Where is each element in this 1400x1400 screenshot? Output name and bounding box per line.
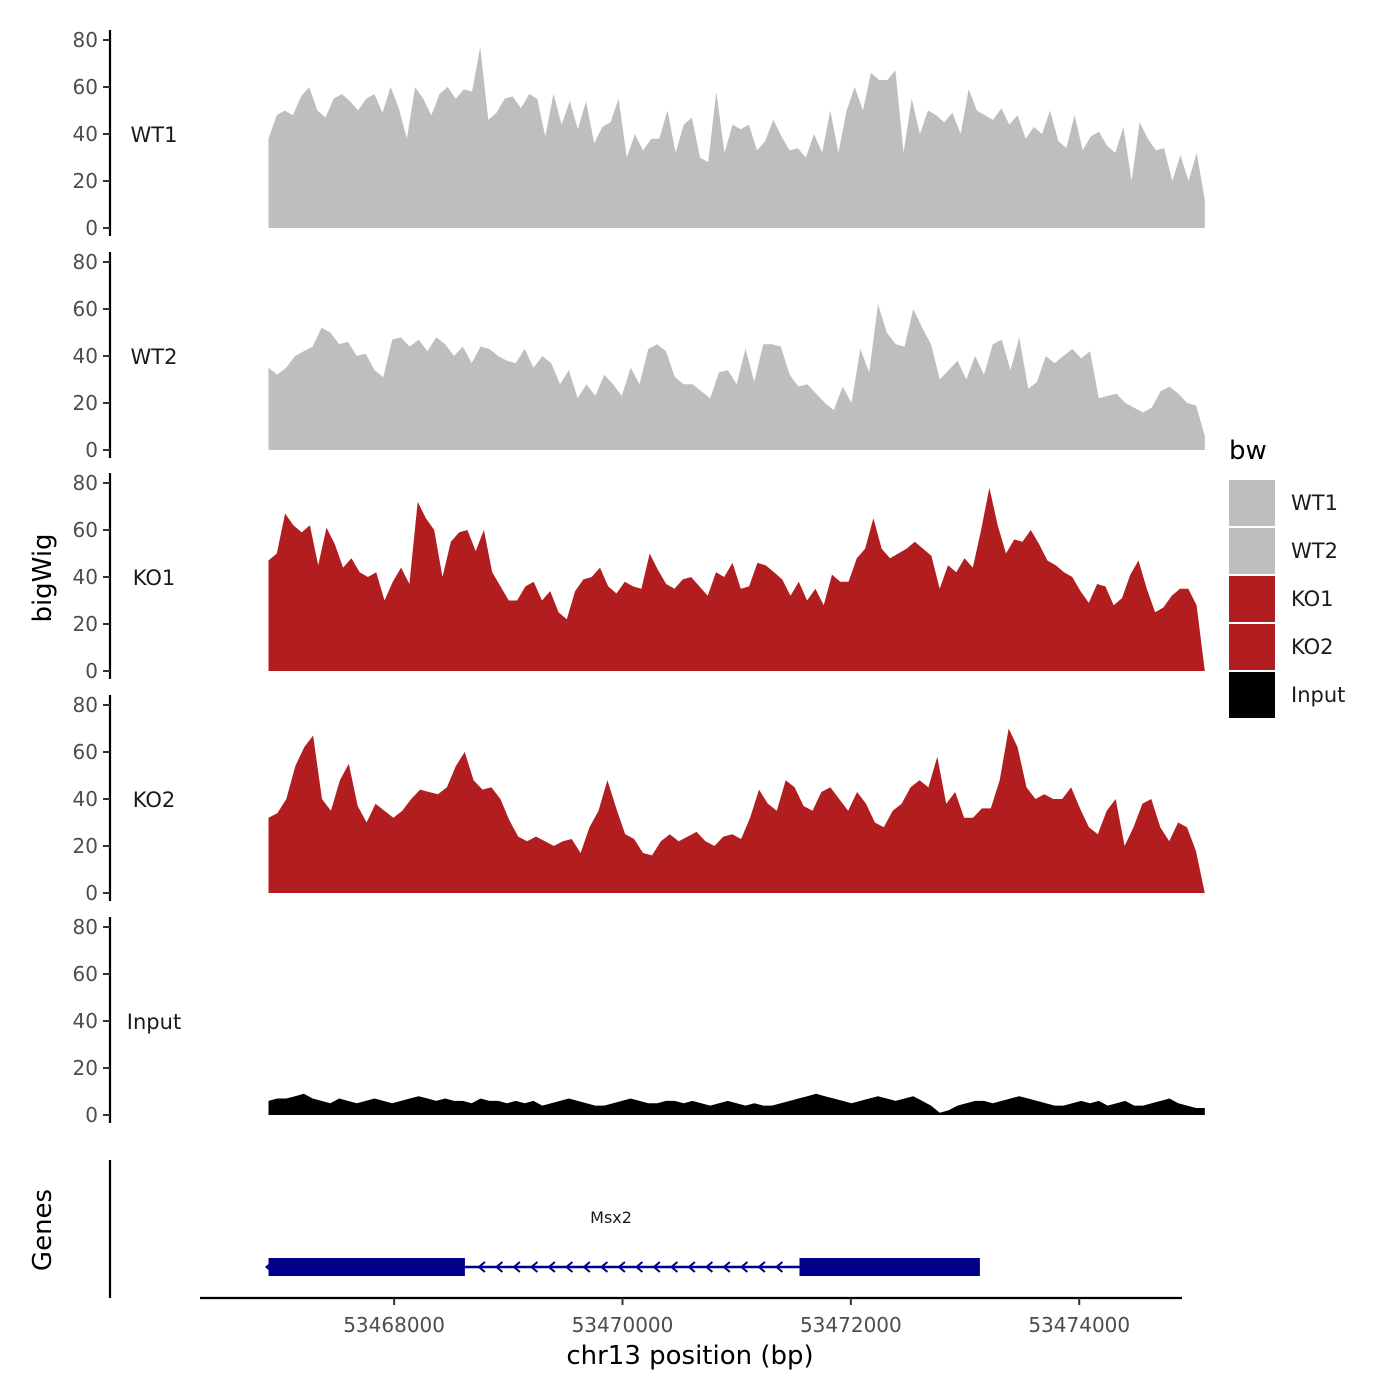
gene-name-label: Msx2: [590, 1208, 632, 1227]
y-tick-label: 0: [85, 881, 98, 905]
x-axis: 53468000 53470000 53472000 53474000: [200, 1296, 1182, 1337]
legend-swatch: [1229, 672, 1275, 718]
coverage-area-ko2: [268, 728, 1205, 893]
legend-label: WT1: [1291, 491, 1338, 515]
gene-exon: [268, 1258, 465, 1276]
legend-swatch: [1229, 576, 1275, 622]
y-tick-label: 20: [73, 169, 98, 193]
legend-swatch: [1229, 624, 1275, 670]
gene-exon: [799, 1258, 980, 1276]
strand-arrow: [529, 1261, 539, 1273]
strand-arrow: [687, 1261, 696, 1273]
y-tick-label: 40: [73, 344, 98, 368]
y-tick-label: 60: [73, 740, 98, 764]
track-wt1: 0 20 40 60 80 WT1: [73, 28, 1205, 240]
track-label: KO1: [133, 566, 176, 590]
strand-arrow: [652, 1261, 661, 1273]
legend-entry-ko2: KO2: [1229, 624, 1334, 670]
y-tick-label: 40: [73, 1009, 98, 1033]
strand-arrow: [564, 1261, 574, 1273]
y-axis-title: bigWig: [28, 533, 58, 622]
y-tick-label: 60: [73, 297, 98, 321]
coverage-area-input: [268, 1093, 1205, 1115]
strand-arrow: [757, 1261, 766, 1273]
y-tick-label: 80: [73, 915, 98, 939]
y-tick-label: 40: [73, 122, 98, 146]
legend-entry-wt1: WT1: [1229, 480, 1338, 526]
legend-entry-ko1: KO1: [1229, 576, 1334, 622]
legend-label: KO2: [1291, 635, 1334, 659]
strand-arrow: [582, 1261, 591, 1273]
legend-entry-input: Input: [1229, 672, 1345, 718]
y-tick-label: 20: [73, 612, 98, 636]
legend-entry-wt2: WT2: [1229, 528, 1338, 574]
legend-label: KO1: [1291, 587, 1334, 611]
legend-swatch: [1229, 528, 1275, 574]
y-tick-label: 80: [73, 28, 98, 52]
coverage-area-wt1: [268, 47, 1205, 228]
legend-title: bw: [1229, 436, 1267, 466]
y-tick-label: 20: [73, 834, 98, 858]
y-tick-label: 20: [73, 391, 98, 415]
strand-arrow: [739, 1261, 749, 1273]
y-tick-label: 60: [73, 518, 98, 542]
strand-arrow: [512, 1261, 521, 1273]
y-tick-label: 40: [73, 565, 98, 589]
y-tick-label: 0: [85, 216, 98, 240]
y-tick-label: 80: [73, 471, 98, 495]
x-tick-label: 53468000: [343, 1313, 445, 1337]
gene-track: Msx2: [108, 1160, 980, 1298]
x-axis-title: chr13 position (bp): [566, 1341, 813, 1371]
gene-track-title: Genes: [28, 1189, 58, 1271]
strand-arrow: [617, 1261, 626, 1273]
track-label: Input: [127, 1010, 181, 1034]
y-tick-label: 60: [73, 962, 98, 986]
y-tick-label: 0: [85, 1103, 98, 1127]
strand-arrow: [669, 1261, 679, 1273]
y-tick-label: 80: [73, 693, 98, 717]
track-ko1: 0 20 40 60 80 KO1: [73, 471, 1205, 683]
y-tick-label: 0: [85, 438, 98, 462]
strand-arrow: [634, 1261, 644, 1273]
strand-arrow: [704, 1261, 714, 1273]
y-tick-label: 0: [85, 659, 98, 683]
legend-swatch: [1229, 480, 1275, 526]
tracks: 0 20 40 60 80 WT1 0 20 40 60 80 WT2 0 20 40 60 80 KO1 0 20 4…: [73, 28, 1205, 1127]
strand-arrow: [477, 1261, 486, 1273]
coverage-area-wt2: [268, 304, 1205, 450]
track-label: WT2: [131, 345, 178, 369]
track-wt2: 0 20 40 60 80 WT2: [73, 250, 1205, 462]
track-ko2: 0 20 40 60 80 KO2: [73, 693, 1205, 905]
legend-label: WT2: [1291, 539, 1338, 563]
legend-label: Input: [1291, 683, 1345, 707]
x-tick-label: 53474000: [1028, 1313, 1130, 1337]
y-tick-label: 60: [73, 75, 98, 99]
strand-arrow: [264, 1261, 274, 1273]
x-tick-label: 53472000: [800, 1313, 902, 1337]
legend: bw WT1 WT2 KO1 KO2 Input: [1229, 436, 1345, 718]
y-tick-label: 40: [73, 787, 98, 811]
track-input: 0 20 40 60 80 Input: [73, 915, 1205, 1127]
track-label: KO2: [133, 788, 176, 812]
strand-arrow: [774, 1261, 784, 1273]
track-label: WT1: [131, 123, 178, 147]
coverage-area-ko1: [268, 487, 1205, 671]
strand-arrow: [722, 1261, 731, 1273]
y-tick-label: 80: [73, 250, 98, 274]
y-tick-label: 20: [73, 1056, 98, 1080]
strand-arrow: [547, 1261, 556, 1273]
strand-arrow: [494, 1261, 504, 1273]
x-tick-label: 53470000: [572, 1313, 674, 1337]
strand-arrow: [599, 1261, 609, 1273]
